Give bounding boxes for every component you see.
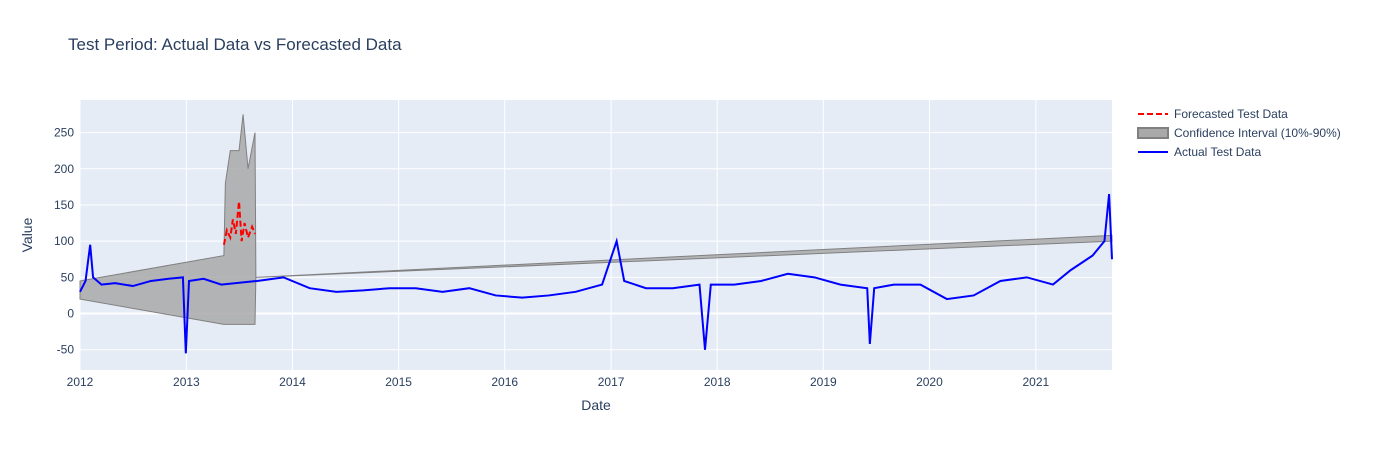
legend[interactable]: Forecasted Test Data Confidence Interval … — [1137, 107, 1341, 159]
legend-label-0: Forecasted Test Data — [1174, 107, 1288, 121]
y-tick-150: 150 — [54, 198, 74, 212]
legend-item-0[interactable]: Forecasted Test Data — [1138, 107, 1288, 121]
actual-line — [79, 194, 1113, 354]
x-tick-2013: 2013 — [173, 375, 200, 389]
legend-swatch-ci — [1137, 127, 1169, 139]
x-axis-title: Date — [581, 397, 611, 413]
x-tick-2019: 2019 — [810, 375, 837, 389]
y-axis-title: Value — [19, 217, 35, 252]
y-tick-100: 100 — [54, 234, 74, 248]
forecast-series — [222, 201, 256, 245]
actual-series — [79, 194, 1113, 354]
x-tick-2017: 2017 — [598, 375, 625, 389]
chart-title: Test Period: Actual Data vs Forecasted D… — [68, 35, 402, 54]
x-tick-2015: 2015 — [385, 375, 412, 389]
y-tick-250: 250 — [54, 126, 74, 140]
x-tick-2020: 2020 — [916, 375, 943, 389]
x-tick-2014: 2014 — [279, 375, 306, 389]
legend-label-2: Actual Test Data — [1174, 145, 1261, 159]
legend-label-1: Confidence Interval (10%-90%) — [1174, 126, 1341, 140]
y-tick--50: -50 — [57, 343, 75, 357]
forecast-line — [222, 201, 256, 245]
x-axis-ticks: 2012 2013 2014 2015 2016 2017 2018 2019 2020 2021 — [67, 375, 1050, 389]
x-tick-2016: 2016 — [491, 375, 518, 389]
legend-item-1[interactable]: Confidence Interval (10%-90%) — [1137, 126, 1341, 140]
x-tick-2021: 2021 — [1022, 375, 1049, 389]
y-tick-50: 50 — [61, 270, 75, 284]
y-tick-0: 0 — [67, 307, 74, 321]
legend-item-2[interactable]: Actual Test Data — [1138, 145, 1261, 159]
x-tick-2012: 2012 — [67, 375, 94, 389]
y-tick-200: 200 — [54, 162, 74, 176]
x-tick-2018: 2018 — [704, 375, 731, 389]
y-axis-ticks: -50 0 50 100 150 200 250 — [54, 126, 74, 357]
